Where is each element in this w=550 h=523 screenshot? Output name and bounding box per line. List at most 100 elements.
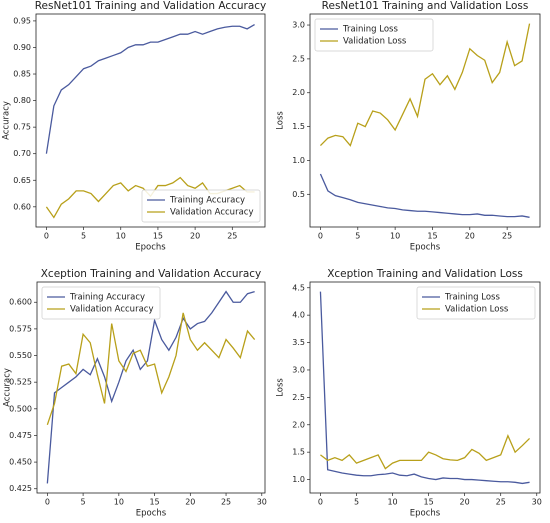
y-tick-label: 2.0: [292, 88, 305, 97]
y-tick-label: 0.65: [13, 176, 31, 185]
legend: Training Accuracy Validation Accuracy: [141, 189, 261, 223]
legend-label: Validation Loss: [445, 305, 509, 315]
y-tick-label: 0.425: [9, 484, 32, 493]
y-tick-label: 3.5: [292, 338, 305, 347]
y-tick-label: 0.550: [9, 351, 32, 360]
x-tick-label: 5: [355, 232, 360, 241]
legend: Training Loss Validation Loss: [314, 18, 434, 52]
x-tick-label: 10: [114, 498, 124, 507]
legend-box: [141, 189, 261, 223]
x-tick-label: 5: [354, 498, 359, 507]
y-tick-label: 0.70: [13, 149, 31, 158]
series-line: [319, 23, 531, 147]
subplot: ResNet101 Training and Validation Accura…: [2, 0, 267, 253]
x-tick-label: 20: [190, 232, 200, 241]
x-tick-label: 20: [185, 498, 195, 507]
x-tick-label: 30: [257, 498, 267, 507]
legend-label: Training Accuracy: [169, 196, 245, 206]
subplot: Xception Training and Validation Accurac…: [3, 268, 267, 519]
y-tick-label: 1.5: [292, 122, 305, 131]
y-tick-label: 0.475: [9, 431, 32, 440]
y-tick-label: 4.0: [292, 311, 305, 320]
legend: Training Accuracy Validation Accuracy: [41, 286, 161, 320]
y-axis-label: Loss: [276, 111, 286, 130]
series-line: [46, 290, 255, 484]
x-tick-label: 15: [427, 232, 437, 241]
series-line: [320, 434, 531, 470]
plot-frame: [36, 281, 266, 494]
y-tick-label: 4.5: [292, 283, 305, 292]
subplot: Xception Training and Validation Loss Epo…: [276, 268, 542, 519]
x-tick-label: 10: [116, 232, 126, 241]
x-tick-label: 10: [390, 232, 400, 241]
y-tick-label: 2.5: [292, 54, 305, 63]
y-tick-label: 0.575: [9, 324, 32, 333]
x-tick-label: 0: [44, 232, 49, 241]
y-axis-label: Accuracy: [2, 101, 12, 140]
y-tick-label: 1.0: [292, 156, 305, 165]
y-tick-label: 0.90: [13, 43, 31, 52]
subplot-title: ResNet101 Training and Validation Accura…: [35, 0, 267, 12]
series-line: [319, 291, 530, 485]
y-tick-label: 1.0: [292, 475, 305, 484]
x-tick-label: 10: [387, 498, 397, 507]
x-axis-label: Epochs: [136, 509, 167, 519]
legend-label: Validation Loss: [343, 37, 407, 47]
subplot-title: ResNet101 Training and Validation Loss: [322, 0, 529, 12]
x-tick-label: 5: [81, 498, 86, 507]
y-tick-label: 2.5: [292, 393, 305, 402]
y-tick-label: 3.0: [292, 21, 305, 30]
series-line: [46, 312, 256, 426]
x-tick-label: 25: [496, 498, 506, 507]
y-tick-label: 0.450: [9, 458, 32, 467]
y-tick-label: 0.600: [9, 298, 32, 307]
x-tick-label: 5: [81, 232, 86, 241]
x-tick-label: 25: [227, 232, 237, 241]
series-line: [45, 24, 255, 154]
x-tick-label: 0: [45, 498, 50, 507]
legend-box: [416, 286, 536, 320]
y-tick-label: 0.85: [13, 70, 31, 79]
x-axis-label: Epochs: [410, 243, 441, 253]
x-tick-label: 30: [532, 498, 542, 507]
x-tick-label: 15: [153, 232, 163, 241]
x-tick-label: 20: [460, 498, 470, 507]
x-tick-label: 25: [221, 498, 231, 507]
subplot-title: Xception Training and Validation Loss: [327, 268, 523, 280]
subplot-title: Xception Training and Validation Accurac…: [41, 268, 262, 280]
legend-label: Training Loss: [444, 293, 500, 303]
legend-box: [314, 18, 434, 52]
x-tick-label: 25: [502, 232, 512, 241]
x-tick-label: 0: [318, 498, 323, 507]
x-tick-label: 15: [424, 498, 434, 507]
subplot: ResNet101 Training and Validation Loss Ep…: [276, 0, 541, 253]
y-tick-label: 2.0: [292, 420, 305, 429]
legend-box: [41, 286, 161, 320]
legend-label: Validation Accuracy: [70, 305, 153, 315]
legend-label: Training Accuracy: [69, 293, 145, 303]
y-tick-label: 0.75: [13, 123, 31, 132]
y-tick-label: 0.60: [13, 202, 31, 211]
y-axis-label: Loss: [276, 378, 286, 397]
plot-frame: [309, 281, 541, 494]
x-tick-label: 15: [149, 498, 159, 507]
x-tick-label: 0: [318, 232, 323, 241]
y-axis-label: Accuracy: [3, 368, 13, 407]
legend-label: Training Loss: [342, 25, 398, 35]
plot-frame: [35, 13, 266, 228]
y-tick-label: 0.95: [13, 16, 31, 25]
x-axis-label: Epochs: [410, 509, 441, 519]
series-line: [319, 173, 530, 218]
plot-frame: [309, 13, 541, 228]
y-tick-label: 0.5: [292, 190, 305, 199]
y-tick-label: 0.80: [13, 96, 31, 105]
x-tick-label: 20: [465, 232, 475, 241]
y-tick-label: 3.0: [292, 365, 305, 374]
legend: Training Loss Validation Loss: [416, 286, 536, 320]
y-tick-label: 0.500: [9, 404, 32, 413]
y-tick-label: 1.5: [292, 448, 305, 457]
legend-label: Validation Accuracy: [170, 208, 253, 218]
y-tick-label: 0.525: [9, 378, 32, 387]
x-axis-label: Epochs: [135, 243, 166, 253]
